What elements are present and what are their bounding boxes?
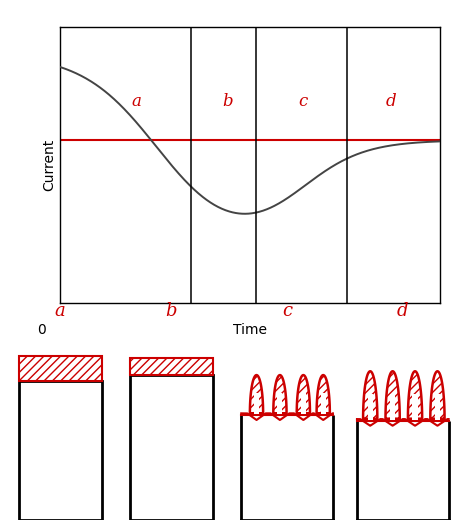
Text: a: a [131,92,141,109]
Text: b: b [166,302,177,320]
Text: d: d [397,302,408,320]
Bar [277,393,282,414]
Bar [368,394,373,420]
Bar [435,394,440,420]
Bar [130,375,213,520]
Polygon shape [273,375,287,413]
Polygon shape [250,375,263,413]
Polygon shape [363,371,377,419]
Y-axis label: Current: Current [42,139,56,191]
Text: d: d [385,92,396,109]
Bar [301,393,306,414]
Polygon shape [408,371,422,419]
Text: a: a [55,302,66,320]
Bar [19,356,102,381]
Bar [390,394,395,420]
Bar [413,394,418,420]
Bar [254,393,259,414]
Text: Time: Time [233,323,267,337]
Bar [130,358,213,375]
Text: c: c [282,302,292,320]
Bar [321,393,326,414]
Bar [19,381,102,520]
Polygon shape [430,371,444,419]
Polygon shape [317,375,330,413]
Polygon shape [297,375,310,413]
Text: 0: 0 [37,323,45,337]
Text: b: b [222,92,232,109]
Polygon shape [386,371,400,419]
Text: c: c [299,92,308,109]
